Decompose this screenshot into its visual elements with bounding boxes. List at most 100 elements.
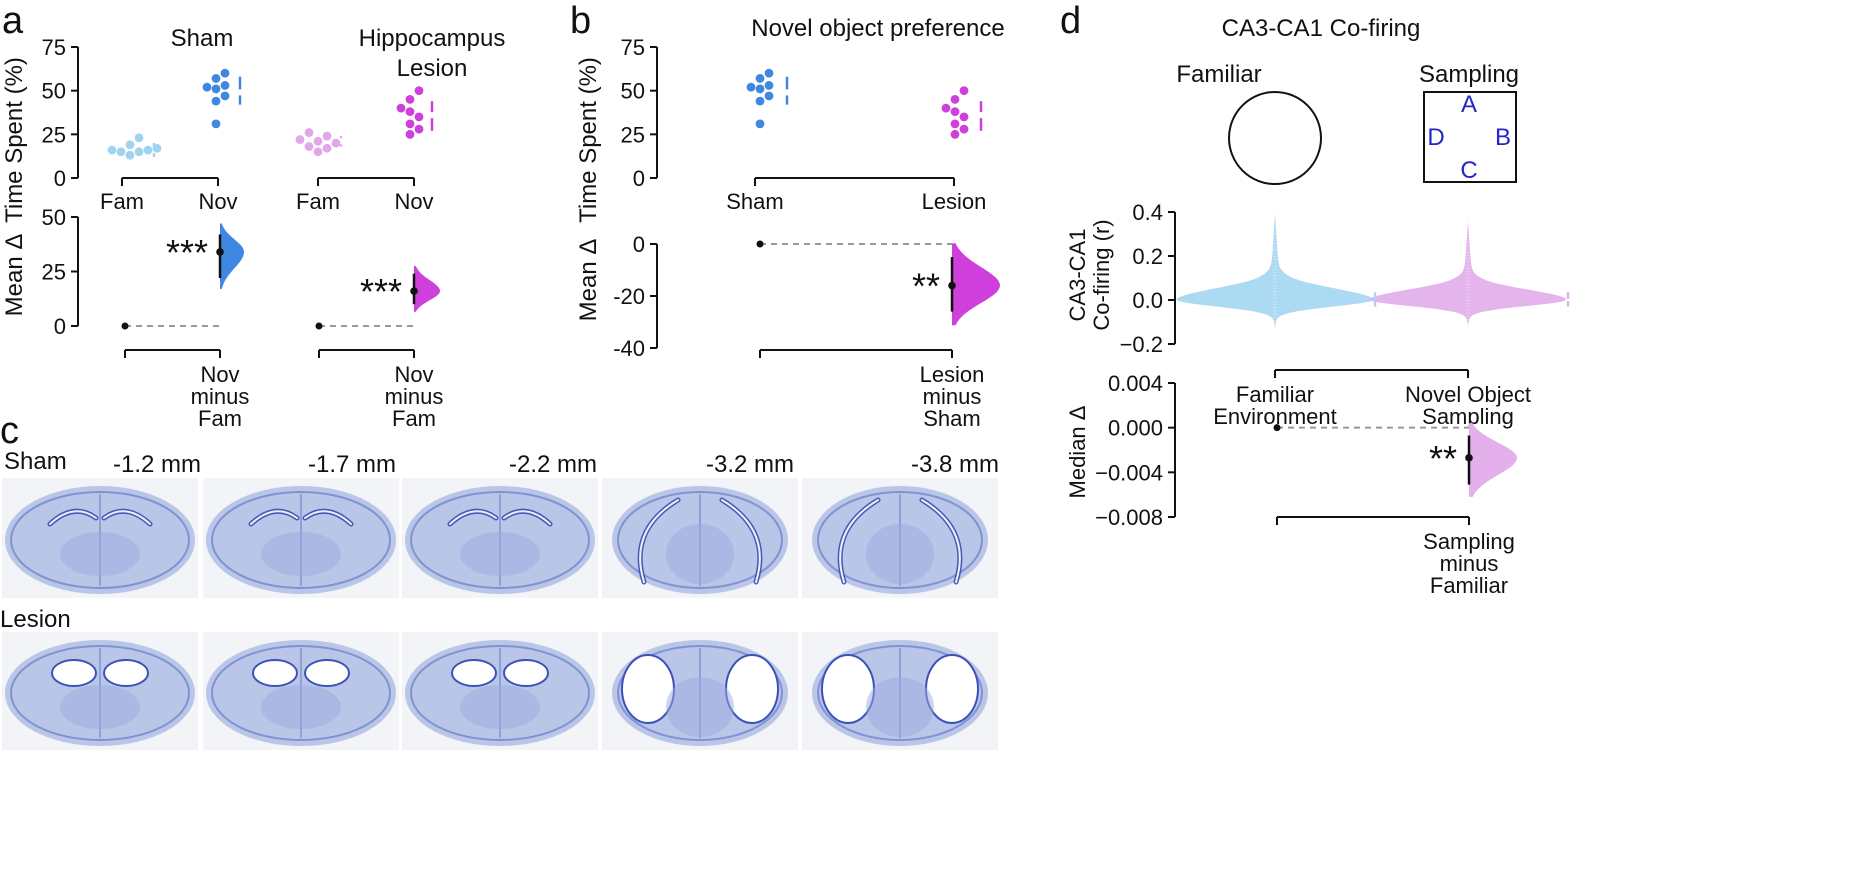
lesion-cavity <box>503 659 549 687</box>
d-delta-y-tick-label: 0.004 <box>1108 371 1163 396</box>
cortex-outline <box>211 645 391 741</box>
d-swarm-ylabel-line2: Co-firing (r) <box>1089 219 1114 330</box>
cortex-outline <box>10 645 190 741</box>
coordinate-label: -3.2 mm <box>706 451 794 478</box>
cortex-outline <box>817 491 983 589</box>
a-lesion-delta-estimate-point <box>410 287 418 295</box>
lesion-cavity <box>821 654 875 724</box>
lesion-fam-point <box>304 142 314 151</box>
lesion-cavity <box>252 659 298 687</box>
coordinate-label: -2.2 mm <box>509 451 597 478</box>
a-lesion-time-x-tick-label: Fam <box>296 189 340 214</box>
lesion-cavity <box>925 654 979 724</box>
cortex-outline <box>410 645 590 741</box>
panel-letter-a: a <box>2 0 24 42</box>
hippocampus-fissure <box>250 510 298 525</box>
a-sham-delta-reference-point <box>121 322 129 330</box>
lesion-fam-point <box>331 138 341 148</box>
chart-d-delta: 0.0040.000−0.004−0.008SamplingminusFamil… <box>1095 371 1517 598</box>
b-time-y-tick-label: 50 <box>621 79 645 104</box>
a-sham-time-y-tick-label: 50 <box>42 79 66 104</box>
thalamus-region <box>666 677 734 737</box>
lesion-cavity <box>304 659 350 687</box>
a-lesion-delta-x-label-line: Nov <box>394 362 433 387</box>
object-label-a: A <box>1461 91 1477 118</box>
b-lesion-point <box>950 95 960 104</box>
arena-familiar-label: Familiar <box>1176 61 1261 88</box>
d-delta-y-tick-label: −0.004 <box>1095 460 1163 485</box>
a-lesion-time-x-tick-label: Nov <box>394 189 433 214</box>
coordinate-label: -1.7 mm <box>308 451 396 478</box>
b-delta-y-tick-label: -20 <box>613 284 645 309</box>
familiar-swarm-distribution <box>1176 212 1374 329</box>
d-delta-ylabel: Median Δ <box>1065 405 1090 498</box>
lesion-nov-point <box>414 112 424 122</box>
a-time-ylabel: Time Spent (%) <box>1 57 28 223</box>
d-delta-x-label-line: Familiar <box>1430 573 1508 598</box>
a-sham-delta-estimate-point <box>216 248 224 256</box>
b-delta-x-label-line: Lesion <box>920 362 985 387</box>
chart-a-lesion-time: Fam Nov <box>295 86 434 214</box>
sham-nov-point <box>220 91 230 101</box>
a-lesion-delta-bootstrap-distribution <box>414 266 440 312</box>
a-sham-delta-bootstrap-distribution <box>220 223 244 289</box>
sham-nov-point <box>211 119 221 129</box>
b-lesion-point <box>950 107 960 117</box>
a-sham-time-x-tick-label: Fam <box>100 189 144 214</box>
d-delta-x-label-line: minus <box>1440 551 1499 576</box>
thalamus-region <box>60 532 140 576</box>
a-sham-delta-y-tick-label: 0 <box>54 314 66 339</box>
d-swarm-y-tick-label: 0.4 <box>1132 200 1163 225</box>
d-swarm-y-tick-label: 0.2 <box>1132 244 1163 269</box>
sham-nov-point <box>211 84 221 94</box>
a-delta-ylabel: Mean Δ <box>1 234 28 317</box>
a-sham-time-y-tick-label: 0 <box>54 166 66 191</box>
coordinate-label: -3.8 mm <box>911 451 999 478</box>
cortex-outline <box>211 491 391 589</box>
a-lesion-delta-significance: *** <box>360 271 402 312</box>
b-delta-y-tick-label: 0 <box>633 232 645 257</box>
lesion-nov-point <box>405 119 415 129</box>
b-delta-x-label-line: minus <box>923 384 982 409</box>
sham-nov-point <box>211 96 221 106</box>
cortex-outline <box>617 491 783 589</box>
a-sham-delta-y-tick-label: 50 <box>42 205 66 230</box>
b-time-y-tick-label: 0 <box>633 166 645 191</box>
arena-sampling-label: Sampling <box>1419 61 1519 88</box>
sham-fam-point <box>134 133 144 143</box>
lesion-nov-point <box>414 86 424 96</box>
a-lesion-delta-x-label-line: minus <box>385 384 444 409</box>
lesion-fam-point <box>322 143 332 153</box>
a-sham-time-y-tick-label: 25 <box>42 122 66 147</box>
lesion-fam-point <box>322 131 332 141</box>
b-lesion-point <box>959 112 969 122</box>
a-sham-delta-x-label-line: Nov <box>200 362 239 387</box>
chart-b-time: 0 25 50 75 Sham Lesion <box>621 35 987 214</box>
b-lesion-point <box>959 124 969 134</box>
a-sham-time-x-tick-label: Nov <box>198 189 237 214</box>
d-title: CA3-CA1 Co-firing <box>1222 15 1421 42</box>
b-sham-point <box>755 96 765 106</box>
b-delta-x-label-line: Sham <box>923 406 980 431</box>
d-delta-y-tick-label: 0.000 <box>1108 416 1163 441</box>
hippocampus-fissure <box>103 510 151 525</box>
b-delta-y-tick-label: -40 <box>613 336 645 361</box>
a-sham-delta-y-tick-label: 25 <box>42 260 66 285</box>
lesion-title-line2: Lesion <box>397 55 468 82</box>
a-sham-delta-x-label-line: minus <box>191 384 250 409</box>
thalamus-region <box>666 524 734 584</box>
d-swarm-x-tick-label: Sampling <box>1422 404 1514 429</box>
sham-nov-point <box>220 81 230 90</box>
lesion-title-line1: Hippocampus <box>359 25 506 52</box>
sham-fam-point <box>134 147 144 157</box>
chart-a-sham-time: 0 25 50 75 Fam Nov <box>42 35 242 214</box>
cortex-outline <box>10 491 190 589</box>
b-sham-point <box>764 81 774 90</box>
thalamus-region <box>866 677 934 737</box>
lesion-cavity <box>725 654 779 724</box>
hippocampus-fissure <box>49 510 97 525</box>
